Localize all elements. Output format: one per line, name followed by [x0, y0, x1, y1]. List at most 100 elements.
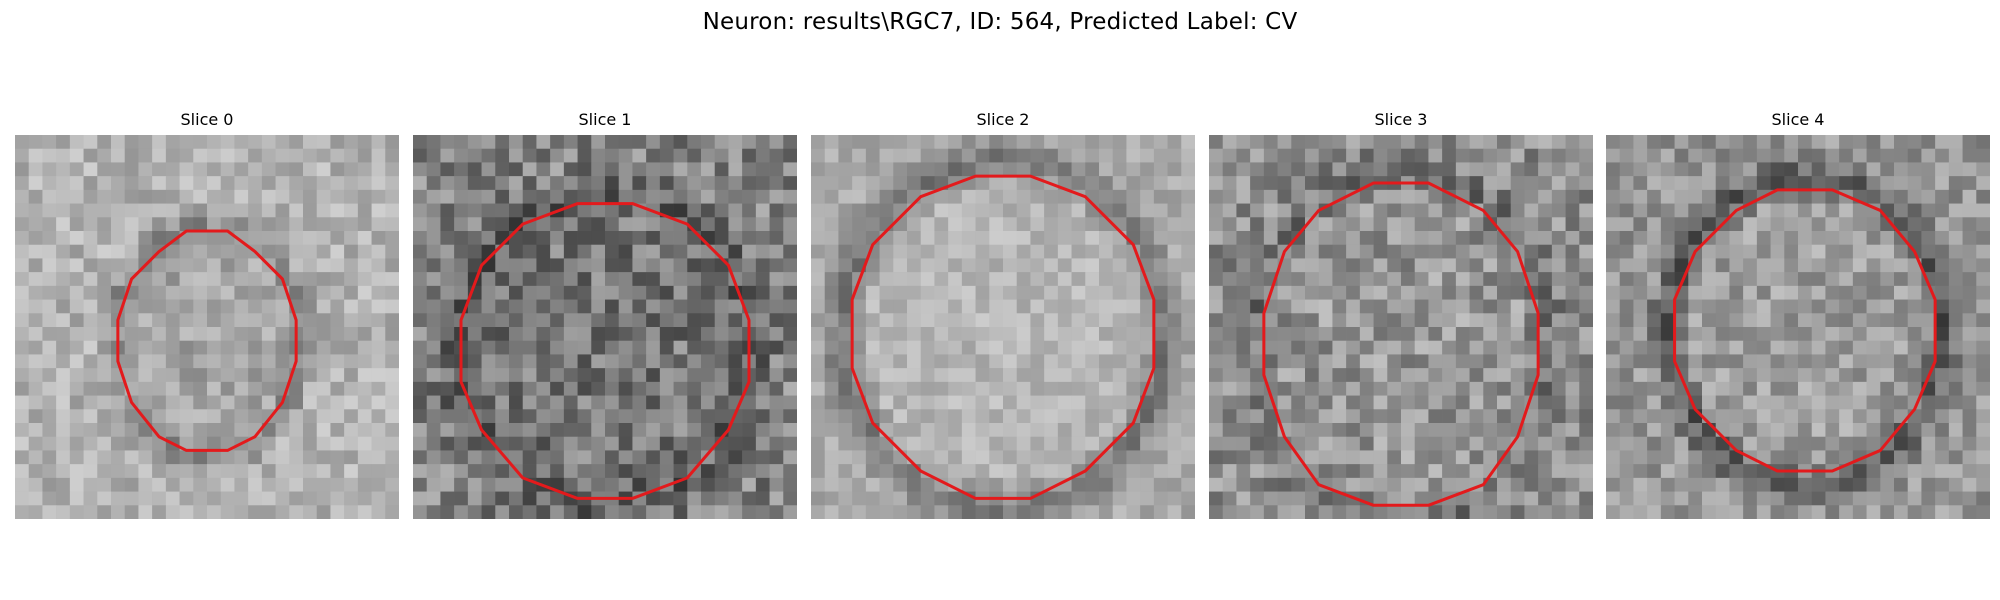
pixel — [1346, 436, 1361, 451]
pixel — [69, 327, 84, 341]
pixel — [907, 368, 921, 383]
pixel — [1811, 217, 1826, 232]
pixel — [536, 217, 551, 232]
pixel — [811, 450, 825, 465]
pixel — [1921, 354, 1936, 369]
pixel — [1305, 272, 1319, 287]
pixel — [1606, 231, 1620, 245]
pixel — [124, 354, 139, 369]
pixel — [1880, 381, 1895, 396]
pixel — [975, 162, 990, 177]
pixel — [1030, 368, 1045, 383]
pixel — [1140, 176, 1155, 191]
pixel — [1948, 395, 1963, 410]
pixel — [1619, 244, 1634, 259]
pixel — [165, 244, 180, 259]
pixel — [961, 135, 976, 149]
pixel — [536, 135, 551, 149]
pixel — [138, 203, 153, 218]
pixel — [948, 258, 963, 273]
pixel — [1428, 395, 1443, 410]
pixel — [618, 368, 633, 383]
pixel — [989, 217, 1004, 232]
pixel — [1948, 505, 1963, 519]
pixel — [975, 189, 990, 204]
pixel — [522, 299, 537, 314]
pixel — [261, 423, 276, 437]
pixel — [1948, 299, 1963, 314]
pixel — [248, 231, 263, 245]
pixel — [1647, 135, 1662, 149]
pixel — [907, 505, 921, 519]
pixel — [1715, 368, 1730, 383]
pixel — [357, 231, 372, 245]
pixel — [234, 491, 249, 506]
pixel — [1030, 231, 1045, 245]
pixel — [193, 258, 208, 273]
pixel — [907, 285, 921, 300]
pixel — [165, 148, 180, 163]
pixel — [1209, 313, 1223, 328]
roi-contour — [459, 202, 751, 500]
pixel — [838, 244, 853, 259]
pixel — [289, 381, 304, 396]
pixel — [1428, 189, 1443, 204]
pixel — [1401, 313, 1415, 328]
pixel — [632, 299, 647, 314]
pixel — [1852, 505, 1867, 519]
pixel — [1756, 354, 1771, 369]
pixel — [522, 176, 537, 191]
pixel — [509, 450, 523, 465]
pixel — [1442, 327, 1457, 341]
pixel — [1880, 327, 1895, 341]
pixel — [316, 189, 331, 204]
pixel — [893, 148, 908, 163]
pixel — [591, 148, 606, 163]
pixel — [865, 258, 880, 273]
pixel — [83, 409, 98, 424]
pixel — [1167, 272, 1182, 287]
pixel — [111, 148, 125, 163]
pixel — [1387, 340, 1402, 355]
pixel — [1715, 285, 1730, 300]
pixel — [1291, 409, 1306, 424]
pixel — [1167, 189, 1182, 204]
pixel — [1003, 272, 1017, 287]
pixel — [248, 135, 263, 149]
pixel — [1756, 368, 1771, 383]
pixel — [673, 436, 688, 451]
pixel — [1852, 217, 1867, 232]
pixel — [1551, 423, 1566, 437]
pixel — [591, 162, 606, 177]
pixel — [1976, 368, 1990, 383]
pixel — [1428, 450, 1443, 465]
pixel — [1044, 327, 1059, 341]
pixel — [289, 423, 304, 437]
pixel — [495, 217, 510, 232]
pixel — [1811, 423, 1826, 437]
pixel — [1126, 217, 1141, 232]
pixel — [495, 189, 510, 204]
pixel — [1305, 395, 1319, 410]
pixel — [1647, 299, 1662, 314]
pixel — [811, 354, 825, 369]
pixel — [879, 327, 894, 341]
pixel — [385, 148, 399, 163]
pixel — [1798, 189, 1812, 204]
pixel — [1442, 450, 1457, 465]
pixel — [509, 189, 523, 204]
pixel — [1030, 135, 1045, 149]
pixel — [1085, 258, 1100, 273]
pixel — [1894, 285, 1908, 300]
pixel — [1948, 313, 1963, 328]
pixel — [563, 327, 578, 341]
pixel — [15, 285, 29, 300]
pixel — [1510, 313, 1525, 328]
pixel — [1291, 189, 1306, 204]
pixel — [1839, 381, 1854, 396]
pixel — [357, 450, 372, 465]
pixel — [1112, 176, 1127, 191]
pixel — [920, 340, 935, 355]
pixel — [1181, 340, 1195, 355]
pixel — [56, 450, 71, 465]
